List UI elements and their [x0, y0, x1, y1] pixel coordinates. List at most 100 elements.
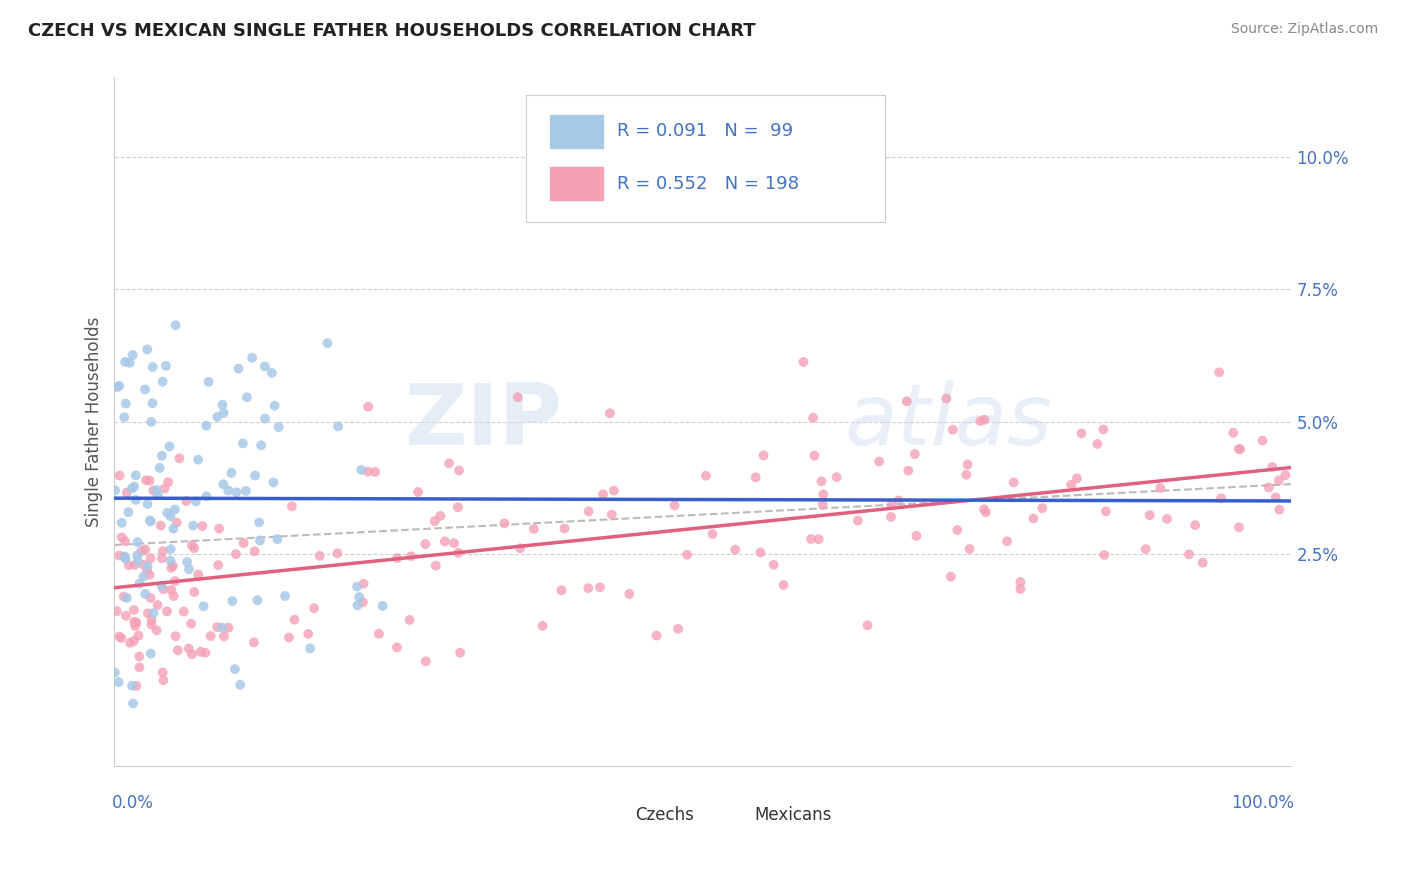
Point — [308, 549, 330, 563]
Point — [664, 499, 686, 513]
Point — [211, 621, 233, 635]
Text: R = 0.552   N = 198: R = 0.552 N = 198 — [617, 175, 799, 193]
Point — [121, 482, 143, 496]
Point — [152, 673, 174, 687]
Point — [935, 392, 957, 406]
Point — [157, 475, 180, 490]
Point — [150, 551, 173, 566]
Point — [1227, 520, 1250, 534]
Point — [868, 454, 890, 468]
FancyBboxPatch shape — [550, 167, 603, 200]
Point — [225, 547, 247, 561]
Point — [136, 343, 159, 357]
Point — [1095, 504, 1118, 518]
Point — [127, 549, 149, 563]
Point — [357, 400, 380, 414]
Point — [887, 493, 910, 508]
Point — [122, 603, 145, 617]
Point — [955, 467, 977, 482]
Text: Czechs: Czechs — [634, 805, 693, 823]
Point — [1229, 442, 1251, 456]
Point — [139, 591, 162, 605]
Point — [127, 554, 149, 568]
Point — [752, 449, 775, 463]
Point — [969, 414, 991, 428]
Point — [353, 576, 375, 591]
Point — [603, 483, 626, 498]
Point — [246, 593, 269, 607]
Point — [136, 564, 159, 578]
Point — [506, 390, 529, 404]
Text: Source: ZipAtlas.com: Source: ZipAtlas.com — [1230, 22, 1378, 37]
Point — [159, 440, 181, 454]
Point — [1022, 511, 1045, 525]
Point — [139, 513, 162, 527]
Point — [207, 409, 229, 424]
Point — [406, 485, 429, 500]
Point — [250, 438, 273, 452]
Point — [599, 406, 621, 420]
Point — [110, 631, 132, 645]
Point — [131, 544, 153, 558]
Point — [104, 665, 127, 680]
Point — [181, 538, 204, 552]
Point — [145, 624, 167, 638]
Point — [695, 468, 717, 483]
Point — [724, 542, 747, 557]
Point — [152, 665, 174, 680]
Point — [326, 546, 349, 560]
Point — [813, 487, 835, 501]
Point — [253, 359, 276, 374]
Point — [274, 589, 297, 603]
Point — [415, 654, 437, 668]
Point — [423, 514, 446, 528]
Point — [183, 585, 205, 599]
Point — [973, 413, 995, 427]
Point — [1227, 442, 1250, 456]
Point — [104, 483, 127, 498]
Point — [124, 619, 146, 633]
Point — [939, 570, 962, 584]
Point — [107, 675, 129, 690]
Point — [134, 587, 156, 601]
Point — [165, 318, 187, 333]
Point — [122, 634, 145, 648]
Point — [160, 561, 183, 575]
Text: CZECH VS MEXICAN SINGLE FATHER HOUSEHOLDS CORRELATION CHART: CZECH VS MEXICAN SINGLE FATHER HOUSEHOLD… — [28, 22, 756, 40]
Point — [134, 383, 156, 397]
Point — [415, 537, 437, 551]
Text: 0.0%: 0.0% — [112, 794, 153, 812]
Point — [228, 361, 250, 376]
Text: Mexicans: Mexicans — [755, 805, 832, 823]
Point — [550, 583, 572, 598]
Point — [159, 542, 181, 557]
Point — [942, 423, 965, 437]
Point — [1184, 518, 1206, 533]
Point — [125, 615, 148, 630]
Point — [578, 504, 600, 518]
Point — [114, 534, 136, 549]
Point — [187, 567, 209, 582]
Point — [1092, 422, 1115, 436]
Point — [1010, 574, 1032, 589]
Point — [1211, 491, 1233, 506]
Point — [162, 522, 184, 536]
Point — [278, 631, 301, 645]
Point — [772, 578, 794, 592]
Point — [121, 348, 143, 362]
Point — [142, 360, 165, 375]
Point — [139, 514, 162, 528]
Point — [749, 545, 772, 559]
FancyBboxPatch shape — [723, 808, 749, 823]
Point — [127, 535, 149, 549]
Point — [173, 605, 195, 619]
Point — [905, 529, 928, 543]
Point — [236, 390, 259, 404]
Point — [385, 640, 408, 655]
Point — [523, 522, 546, 536]
Point — [191, 519, 214, 533]
Point — [897, 464, 920, 478]
Point — [1139, 508, 1161, 522]
Point — [208, 522, 231, 536]
Point — [221, 594, 243, 608]
